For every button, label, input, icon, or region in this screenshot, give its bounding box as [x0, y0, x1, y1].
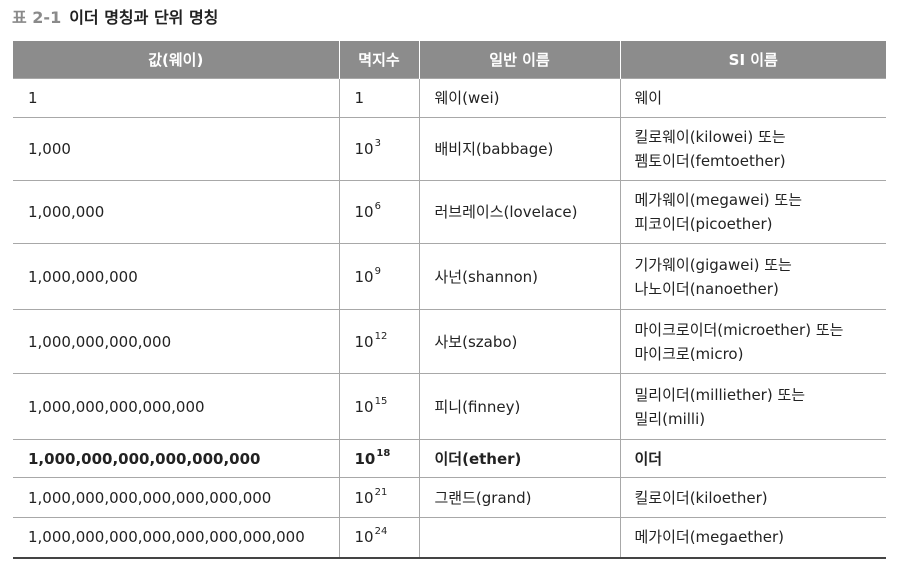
cell-exponent: 1021: [338, 477, 419, 518]
cell-common-name: 사보(szabo): [418, 309, 620, 374]
cell-common-name: 웨이(wei): [418, 78, 620, 118]
cell-common-name: 이더(ether): [418, 439, 620, 478]
header-row: 값(웨이) 멱지수 일반 이름 SI 이름: [13, 41, 886, 79]
si-name-line: 펨토이더(femtoether): [634, 152, 786, 170]
cell-si-name: 킬로이더(kiloether): [619, 477, 886, 518]
table-row: 1,000,000,000 109 사넌(shannon) 기가웨이(gigawei)…: [13, 243, 886, 310]
si-name-line: 기가웨이(gigawei) 또는: [634, 255, 792, 274]
si-name-line: 킬로이더(kiloether): [634, 488, 768, 507]
table-row: 1 1 웨이(wei) 웨이: [13, 78, 886, 118]
cell-si-name: 이더: [619, 439, 886, 478]
cell-common-name: 피니(finney): [418, 373, 620, 440]
cell-common-name: 그랜드(grand): [418, 477, 620, 518]
header-exponent: 멱지수: [338, 41, 419, 79]
exponent-power: 21: [374, 486, 388, 498]
table-row: 1,000,000,000,000,000,000,000,000 1024 메가이…: [13, 517, 886, 559]
cell-exponent: 106: [338, 180, 419, 244]
si-name-line: 메가웨이(megawei) 또는: [634, 191, 803, 209]
table-header: 값(웨이) 멱지수 일반 이름 SI 이름: [13, 41, 886, 79]
exponent-power: 15: [374, 395, 388, 407]
cell-value-wei: 1,000,000: [13, 180, 339, 244]
cell-common-name: 러브레이스(lovelace): [418, 180, 620, 244]
cell-value-wei: 1,000,000,000: [13, 243, 339, 310]
cell-exponent: 103: [338, 117, 419, 181]
cell-exponent: 1: [338, 78, 419, 118]
si-name-line: 마이크로이더(microether) 또는: [634, 320, 844, 339]
cell-si-name: 메가이더(megaether): [619, 517, 886, 559]
table-row: 1,000,000 106 러브레이스(lovelace) 메가웨이(megawei)…: [13, 180, 886, 244]
cell-exponent: 1024: [338, 517, 419, 559]
exponent-base: 10: [354, 397, 374, 416]
exponent-base: 10: [354, 488, 374, 507]
cell-exponent: 1012: [338, 309, 419, 374]
cell-value-wei: 1,000,000,000,000,000,000: [13, 439, 339, 478]
table-row: 1,000,000,000,000 1012 사보(szabo) 마이크로이더(mic…: [13, 309, 886, 374]
si-name-line: 메가이더(megaether): [634, 528, 784, 547]
exponent-base: 10: [354, 332, 374, 351]
exponent-base: 10: [354, 203, 374, 221]
table-body: 1 1 웨이(wei) 웨이 1,000 103 배비지(babbage) 킬로웨이(kilo…: [13, 78, 886, 559]
exponent-power: 12: [374, 330, 388, 342]
si-name-line: 마이크로(micro): [634, 344, 744, 363]
si-name-line: 밀리이더(milliether) 또는: [634, 385, 806, 404]
table-row: 1,000,000,000,000,000 1015 피니(finney) 밀리이더(…: [13, 373, 886, 440]
si-name-line: 웨이: [634, 89, 663, 107]
cell-value-wei: 1,000: [13, 117, 339, 181]
table-row: 1,000,000,000,000,000,000 1018 이더(ether) 이더: [13, 439, 886, 478]
cell-value-wei: 1,000,000,000,000,000: [13, 373, 339, 440]
table-row: 1,000,000,000,000,000,000,000 1021 그랜드(gra…: [13, 477, 886, 518]
cell-exponent: 1018: [338, 439, 419, 478]
si-name-line: 나노이더(nanoether): [634, 279, 779, 298]
exponent-power: 9: [374, 265, 381, 277]
exponent-power: 6: [374, 201, 381, 212]
si-name-line: 이더: [634, 449, 663, 468]
exponent-power: 3: [374, 138, 381, 149]
cell-value-wei: 1,000,000,000,000: [13, 309, 339, 374]
table-row: 1,000 103 배비지(babbage) 킬로웨이(kilowei) 또는 펨토이더…: [13, 117, 886, 181]
table-number: 표 2-1: [12, 8, 62, 27]
cell-common-name: 배비지(babbage): [418, 117, 620, 181]
exponent-power: 18: [376, 447, 391, 459]
header-common-name: 일반 이름: [418, 41, 620, 79]
si-name-line: 피코이더(picoether): [634, 215, 773, 233]
cell-value-wei: 1,000,000,000,000,000,000,000: [13, 477, 339, 518]
exponent-base: 10: [354, 267, 374, 286]
si-name-line: 킬로웨이(kilowei) 또는: [634, 128, 786, 146]
header-value-wei: 값(웨이): [13, 41, 339, 79]
exponent-base: 10: [354, 528, 374, 547]
exponent-power: 24: [374, 526, 388, 538]
cell-exponent: 109: [338, 243, 419, 310]
cell-value-wei: 1: [13, 78, 339, 118]
exponent-base: 1: [354, 89, 365, 107]
cell-common-name: 사넌(shannon): [418, 243, 620, 310]
cell-si-name: 웨이: [619, 78, 886, 118]
si-name-line: 밀리(milli): [634, 409, 706, 428]
header-si-name: SI 이름: [619, 41, 886, 79]
cell-exponent: 1015: [338, 373, 419, 440]
ether-units-table-container: 값(웨이) 멱지수 일반 이름 SI 이름 1 1 웨이(wei) 웨이 1,000 10…: [13, 41, 886, 559]
ether-units-table: 값(웨이) 멱지수 일반 이름 SI 이름 1 1 웨이(wei) 웨이 1,000 10…: [13, 41, 886, 559]
exponent-base: 10: [354, 140, 374, 158]
table-title: 이더 명칭과 단위 명칭: [69, 8, 219, 27]
table-caption: 표 2-1 이더 명칭과 단위 명칭: [12, 6, 218, 30]
cell-value-wei: 1,000,000,000,000,000,000,000,000: [13, 517, 339, 559]
cell-common-name: [418, 517, 620, 559]
exponent-base: 10: [354, 449, 376, 468]
